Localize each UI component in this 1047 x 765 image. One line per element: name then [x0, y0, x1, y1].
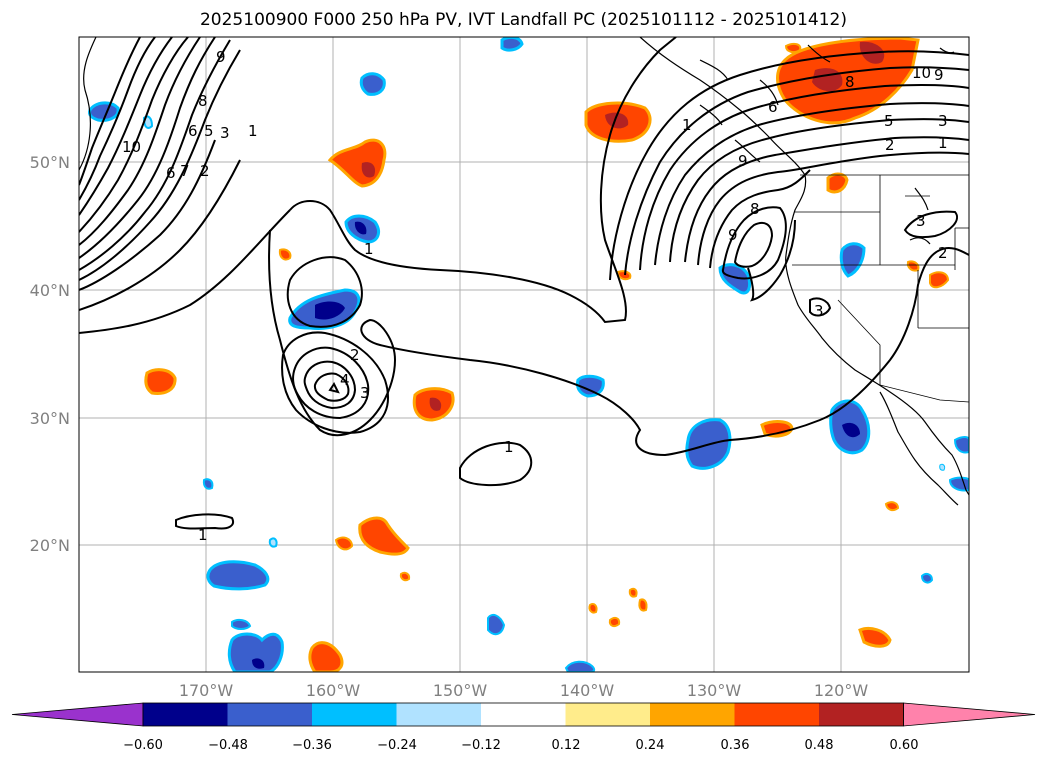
colorbar-tick-label: 0.60	[890, 738, 919, 753]
colorbar-segment	[650, 703, 735, 726]
contour-label: 1	[682, 116, 692, 134]
contour-label: 3	[814, 302, 824, 320]
contour-label: 10	[122, 138, 141, 156]
colorbar-segment	[819, 703, 904, 726]
pv-anomaly-shading	[88, 37, 969, 672]
contour-label: 10	[912, 64, 931, 82]
contour-label: 6	[188, 122, 198, 140]
colorbar-segment	[143, 703, 228, 726]
colorbar-segment	[734, 703, 820, 726]
contour-label: 8	[750, 200, 760, 218]
colorbar-segment	[312, 703, 397, 726]
contour-label: 3	[916, 212, 926, 230]
contour-label: 1	[248, 122, 258, 140]
lon-label: 150°W	[433, 681, 488, 700]
contour-label: 1	[504, 438, 514, 456]
contour-label: 7	[180, 162, 190, 180]
colorbar-tick-label: 0.36	[721, 738, 750, 753]
contour-label: 2	[885, 136, 895, 154]
contour-label: 6	[166, 164, 176, 182]
chart-title: 2025100900 F000 250 hPa PV, IVT Landfall…	[199, 10, 847, 30]
contour-label: 3	[360, 384, 370, 402]
colorbar-segment	[481, 703, 566, 726]
latitude-labels: 50°N 40°N 30°N 20°N	[30, 153, 70, 555]
gridlines	[79, 37, 969, 672]
contour-label: 3	[938, 112, 948, 130]
colorbar-tick-label: −0.24	[377, 738, 417, 753]
contour-label: 9	[216, 48, 226, 66]
lon-label: 170°W	[179, 681, 234, 700]
colorbar-extend-high	[903, 702, 1036, 727]
colorbar-labels: −0.60 −0.48 −0.36 −0.24 −0.12 0.12 0.24 …	[123, 738, 918, 753]
lat-label: 30°N	[30, 409, 70, 428]
colorbar-segment	[227, 703, 313, 726]
lat-label: 50°N	[30, 153, 70, 172]
lat-label: 40°N	[30, 281, 70, 300]
contour-label: 6	[768, 98, 778, 116]
colorbar-tick-label: −0.12	[461, 738, 501, 753]
colorbar-segment	[396, 703, 482, 726]
contour-label: 9	[934, 66, 944, 84]
contour-label: 8	[845, 73, 855, 91]
lon-label: 130°W	[687, 681, 742, 700]
contour-label: 1	[938, 134, 948, 152]
contour-label: 2	[350, 346, 360, 364]
longitude-labels: 170°W 160°W 150°W 140°W 130°W 120°W	[179, 681, 869, 700]
colorbar-tick-label: −0.36	[292, 738, 332, 753]
colorbar-tick-label: 0.12	[552, 738, 581, 753]
contour-label: 5	[884, 112, 894, 130]
contour-label: 2	[938, 244, 948, 262]
contour-labels: 9 8 6 5 3 1 10 6 7 2 1 2 4 3 1 1 1 8 6 9…	[122, 48, 948, 544]
contour-label: 3	[220, 124, 230, 142]
colorbar-tick-label: 0.24	[636, 738, 665, 753]
colorbar-tick-label: −0.48	[208, 738, 248, 753]
contour-label: 8	[198, 92, 208, 110]
contour-label: 1	[198, 526, 208, 544]
lon-label: 160°W	[306, 681, 361, 700]
colorbar-outline	[142, 702, 904, 727]
colorbar-tick-label: −0.60	[123, 738, 163, 753]
contour-label: 2	[200, 162, 210, 180]
lon-label: 120°W	[814, 681, 869, 700]
colorbar-extend-low	[11, 702, 144, 727]
contour-label: 1	[364, 240, 374, 258]
contour-label: 4	[340, 371, 350, 389]
colorbar-segment	[565, 703, 651, 726]
ivt-contours	[79, 37, 969, 530]
contour-label: 9	[738, 152, 748, 170]
colorbar	[11, 702, 1036, 727]
contour-label: 9	[728, 226, 738, 244]
contour-label: 5	[204, 122, 214, 140]
lon-label: 140°W	[560, 681, 615, 700]
lat-label: 20°N	[30, 536, 70, 555]
colorbar-tick-label: 0.48	[805, 738, 834, 753]
plot-frame	[78, 36, 970, 673]
